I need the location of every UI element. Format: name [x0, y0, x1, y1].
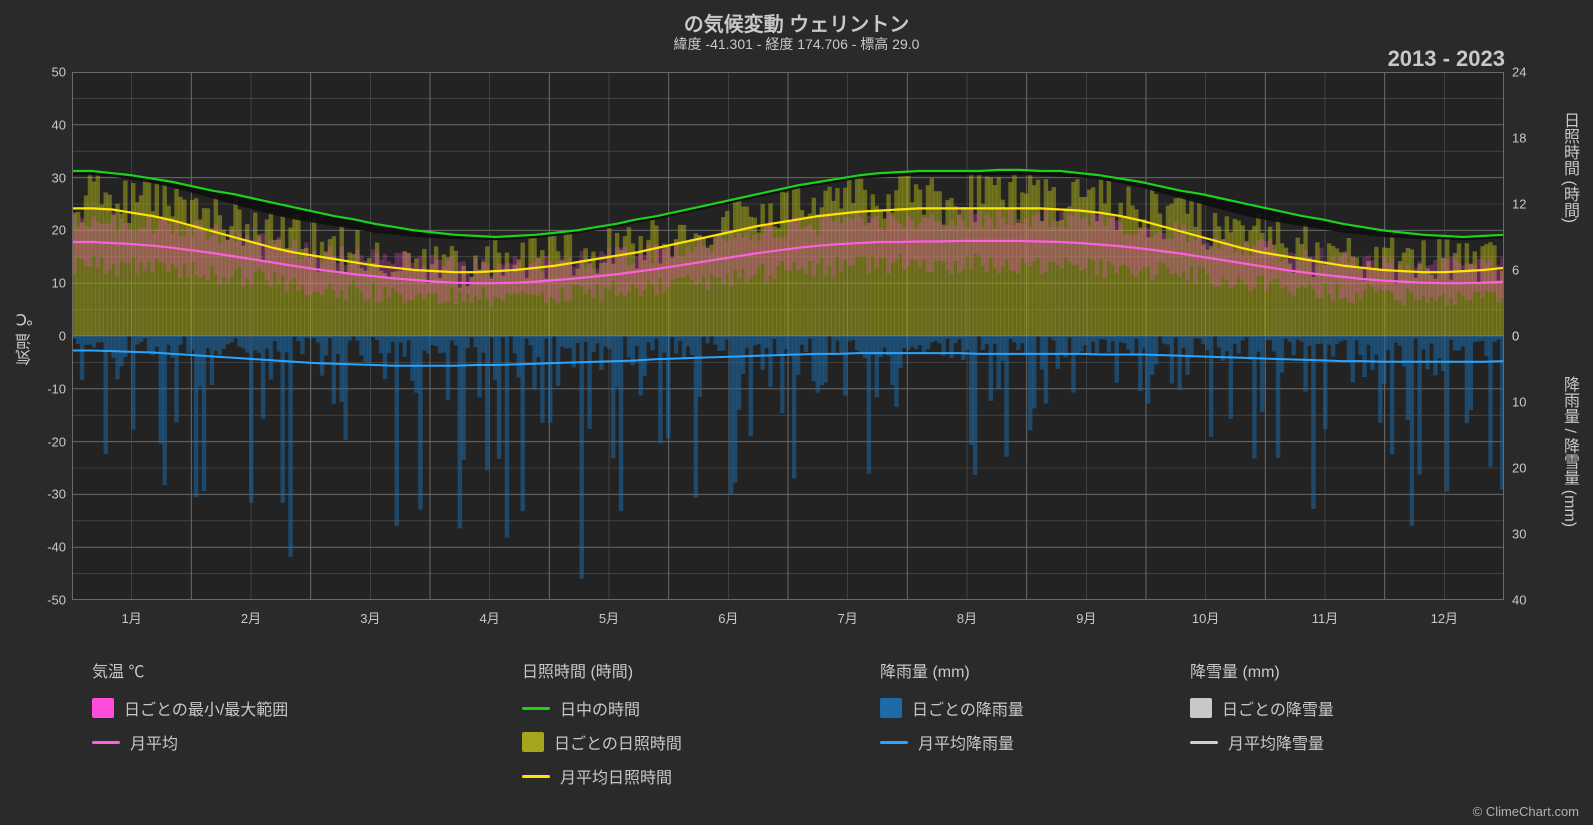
y-left-tick: 20 — [26, 223, 66, 238]
y-left-tick: 10 — [26, 276, 66, 291]
legend-swatch — [522, 732, 544, 752]
legend-swatch — [880, 698, 902, 718]
legend-label: 日ごとの降雨量 — [912, 696, 1024, 720]
y-left-tick: -40 — [26, 540, 66, 555]
x-month-tick: 11月 — [1295, 608, 1355, 627]
y-axis-right-sun-label: 日照時間 (時間) — [1557, 112, 1581, 223]
legend-label: 日ごとの最小/最大範囲 — [124, 696, 288, 720]
legend-swatch — [92, 741, 120, 744]
legend-label: 月平均日照時間 — [560, 764, 672, 788]
year-range: 2013 - 2023 — [1388, 46, 1505, 72]
chart-title: の気候変動 ウェリントン — [0, 8, 1593, 37]
x-month-tick: 7月 — [818, 608, 878, 627]
legend-label: 月平均降雪量 — [1228, 730, 1324, 754]
legend-temp-title: 気温 ℃ — [92, 658, 288, 682]
y-left-tick: 30 — [26, 170, 66, 185]
x-month-tick: 12月 — [1414, 608, 1474, 627]
x-month-tick: 3月 — [340, 608, 400, 627]
y-left-tick: 50 — [26, 65, 66, 80]
legend-swatch — [522, 707, 550, 710]
y-left-tick: 0 — [26, 329, 66, 344]
y-axis-right-precip-label: 降雨量 / 降雪量 (mm) — [1557, 376, 1581, 527]
climate-chart-root: の気候変動 ウェリントン 緯度 -41.301 - 経度 174.706 - 標… — [0, 0, 1593, 825]
y-right-precip-tick: 30 — [1512, 527, 1552, 542]
x-month-tick: 1月 — [102, 608, 162, 627]
y-right-precip-tick: 0 — [1512, 329, 1552, 344]
legend-swatch — [1190, 698, 1212, 718]
legend-rain-title: 降雨量 (mm) — [880, 658, 1024, 682]
legend-sun-title: 日照時間 (時間) — [522, 658, 682, 682]
legend-snow-avg: 月平均降雪量 — [1190, 730, 1334, 754]
legend-label: 日中の時間 — [560, 696, 640, 720]
legend-temp-avg: 月平均 — [92, 730, 288, 754]
legend-rain-daily: 日ごとの降雨量 — [880, 696, 1024, 720]
x-month-tick: 2月 — [221, 608, 281, 627]
y-left-tick: -50 — [26, 593, 66, 608]
legend-swatch — [522, 775, 550, 778]
x-month-tick: 10月 — [1176, 608, 1236, 627]
legend-label: 日ごとの降雪量 — [1222, 696, 1334, 720]
y-left-tick: 40 — [26, 117, 66, 132]
legend-label: 月平均 — [130, 730, 178, 754]
legend-snow-daily: 日ごとの降雪量 — [1190, 696, 1334, 720]
y-left-tick: -10 — [26, 381, 66, 396]
y-right-sun-tick: 6 — [1512, 263, 1552, 278]
legend-swatch — [92, 698, 114, 718]
credit: © ClimeChart.com — [1473, 804, 1579, 819]
y-right-sun-tick: 24 — [1512, 65, 1552, 80]
legend-label: 日ごとの日照時間 — [554, 730, 682, 754]
x-month-tick: 9月 — [1056, 608, 1116, 627]
y-left-tick: -30 — [26, 487, 66, 502]
legend-temp-range: 日ごとの最小/最大範囲 — [92, 696, 288, 720]
legend-swatch — [880, 741, 908, 744]
x-month-tick: 8月 — [937, 608, 997, 627]
y-right-sun-tick: 18 — [1512, 131, 1552, 146]
chart-plot — [72, 72, 1504, 600]
y-right-precip-tick: 40 — [1512, 593, 1552, 608]
legend-label: 月平均降雨量 — [918, 730, 1014, 754]
y-right-precip-tick: 10 — [1512, 395, 1552, 410]
legend-rain-avg: 月平均降雨量 — [880, 730, 1024, 754]
legend-daylight: 日中の時間 — [522, 696, 682, 720]
y-right-sun-tick: 12 — [1512, 197, 1552, 212]
legend-sun-avg: 月平均日照時間 — [522, 764, 682, 788]
x-month-tick: 5月 — [579, 608, 639, 627]
legend-sun-daily: 日ごとの日照時間 — [522, 730, 682, 754]
x-month-tick: 4月 — [460, 608, 520, 627]
x-month-tick: 6月 — [698, 608, 758, 627]
chart-subtitle: 緯度 -41.301 - 経度 174.706 - 標高 29.0 — [0, 34, 1593, 54]
y-left-tick: -20 — [26, 434, 66, 449]
y-right-precip-tick: 20 — [1512, 461, 1552, 476]
legend-snow-title: 降雪量 (mm) — [1190, 658, 1334, 682]
legend-swatch — [1190, 741, 1218, 744]
